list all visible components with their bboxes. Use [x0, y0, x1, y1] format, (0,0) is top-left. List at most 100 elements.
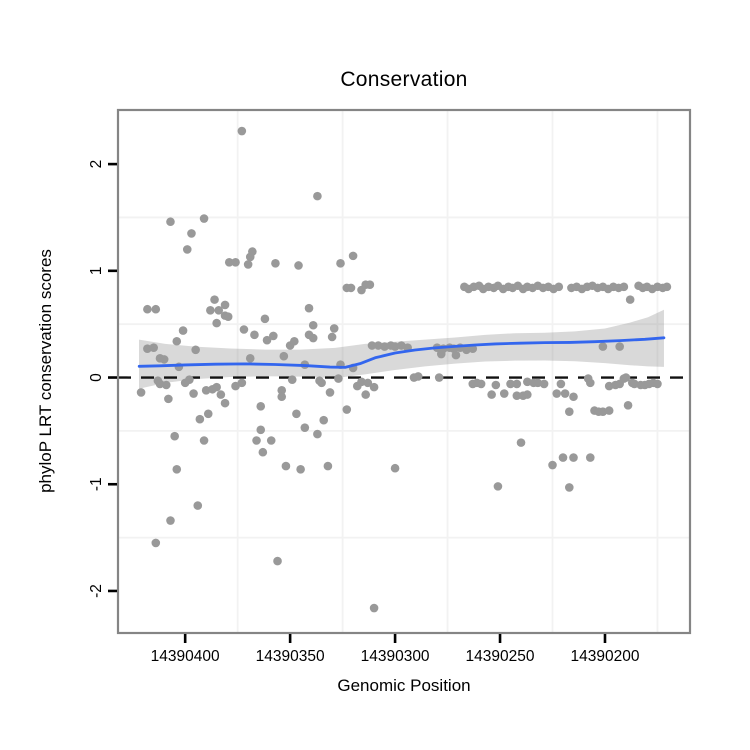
- y-tick-label: 2: [88, 160, 105, 169]
- data-point: [569, 453, 578, 462]
- data-point: [164, 394, 173, 404]
- data-point: [151, 304, 161, 314]
- data-point: [304, 330, 314, 340]
- data-point: [327, 332, 337, 342]
- data-point: [262, 335, 272, 345]
- data-point: [292, 409, 301, 419]
- chart-title: Conservation: [340, 68, 468, 91]
- data-point: [367, 341, 377, 350]
- data-point: [212, 318, 221, 328]
- data-point: [548, 460, 557, 470]
- data-point: [191, 345, 200, 355]
- data-point: [516, 438, 526, 447]
- panel-border: [116, 108, 692, 635]
- data-point: [365, 280, 375, 289]
- x-tick-label: 14390250: [466, 648, 535, 665]
- data-point: [493, 482, 503, 491]
- data-point: [304, 303, 314, 313]
- data-point: [491, 380, 501, 390]
- data-point: [329, 324, 339, 333]
- data-point: [369, 382, 379, 392]
- data-point: [223, 312, 233, 322]
- data-point: [149, 343, 158, 352]
- x-axis-title: Genomic Position: [337, 676, 471, 695]
- data-point: [323, 461, 333, 471]
- data-point: [565, 407, 574, 416]
- data-point: [325, 388, 335, 397]
- data-point: [585, 453, 595, 462]
- data-point: [539, 379, 549, 389]
- data-point: [231, 257, 240, 267]
- data-point: [476, 379, 486, 389]
- data-point: [185, 375, 194, 384]
- data-point: [271, 259, 280, 268]
- data-point: [199, 436, 209, 445]
- data-point: [604, 406, 614, 415]
- data-point: [170, 431, 179, 441]
- x-tick-label: 14390400: [151, 648, 220, 665]
- data-point: [256, 402, 266, 411]
- y-tick-label: -2: [88, 584, 105, 598]
- data-point: [436, 349, 446, 359]
- data-point: [224, 257, 234, 267]
- data-point: [195, 414, 205, 424]
- data-point: [277, 386, 287, 395]
- data-point: [348, 251, 358, 261]
- data-point: [203, 409, 213, 419]
- data-point: [334, 374, 343, 383]
- data-point: [569, 392, 578, 402]
- data-point: [237, 126, 247, 136]
- data-point: [277, 392, 287, 402]
- data-point: [487, 390, 496, 399]
- data-point: [558, 453, 568, 462]
- data-point: [220, 398, 230, 408]
- data-point: [266, 436, 276, 445]
- data-point: [552, 389, 562, 398]
- x-tick-label: 14390350: [256, 648, 325, 665]
- data-point: [523, 390, 532, 399]
- data-point: [294, 261, 303, 270]
- y-tick-label: -1: [88, 477, 105, 491]
- data-point: [245, 252, 255, 262]
- data-point: [182, 245, 192, 254]
- data-point: [565, 483, 574, 492]
- smooth-line: [137, 336, 666, 369]
- data-point: [178, 326, 188, 335]
- data-point: [621, 373, 631, 382]
- data-point: [161, 380, 171, 390]
- data-point: [269, 331, 278, 341]
- data-point: [369, 603, 379, 613]
- data-point: [390, 463, 400, 473]
- data-point: [153, 376, 163, 386]
- data-point: [296, 465, 305, 474]
- data-point: [556, 379, 566, 389]
- data-point: [653, 379, 662, 389]
- data-point: [619, 282, 629, 292]
- data-point: [252, 436, 261, 445]
- data-point: [250, 330, 259, 340]
- data-point: [273, 556, 282, 566]
- data-point: [300, 423, 310, 432]
- data-point: [319, 415, 329, 425]
- data-point: [206, 306, 215, 315]
- data-point: [256, 425, 266, 435]
- data-point: [434, 373, 444, 382]
- data-point: [315, 376, 324, 386]
- data-point: [279, 351, 289, 361]
- data-point: [143, 304, 152, 314]
- x-tick-label: 14390200: [571, 648, 640, 665]
- data-point: [512, 391, 522, 400]
- data-point: [281, 461, 291, 471]
- data-point: [172, 465, 182, 474]
- data-point: [506, 379, 515, 389]
- data-point: [189, 389, 198, 398]
- data-point: [308, 320, 318, 330]
- data-point: [361, 390, 370, 399]
- data-point: [210, 295, 219, 304]
- data-point: [451, 350, 461, 360]
- data-point: [187, 229, 196, 238]
- x-tick-label: 14390300: [361, 648, 430, 665]
- data-point: [342, 405, 352, 414]
